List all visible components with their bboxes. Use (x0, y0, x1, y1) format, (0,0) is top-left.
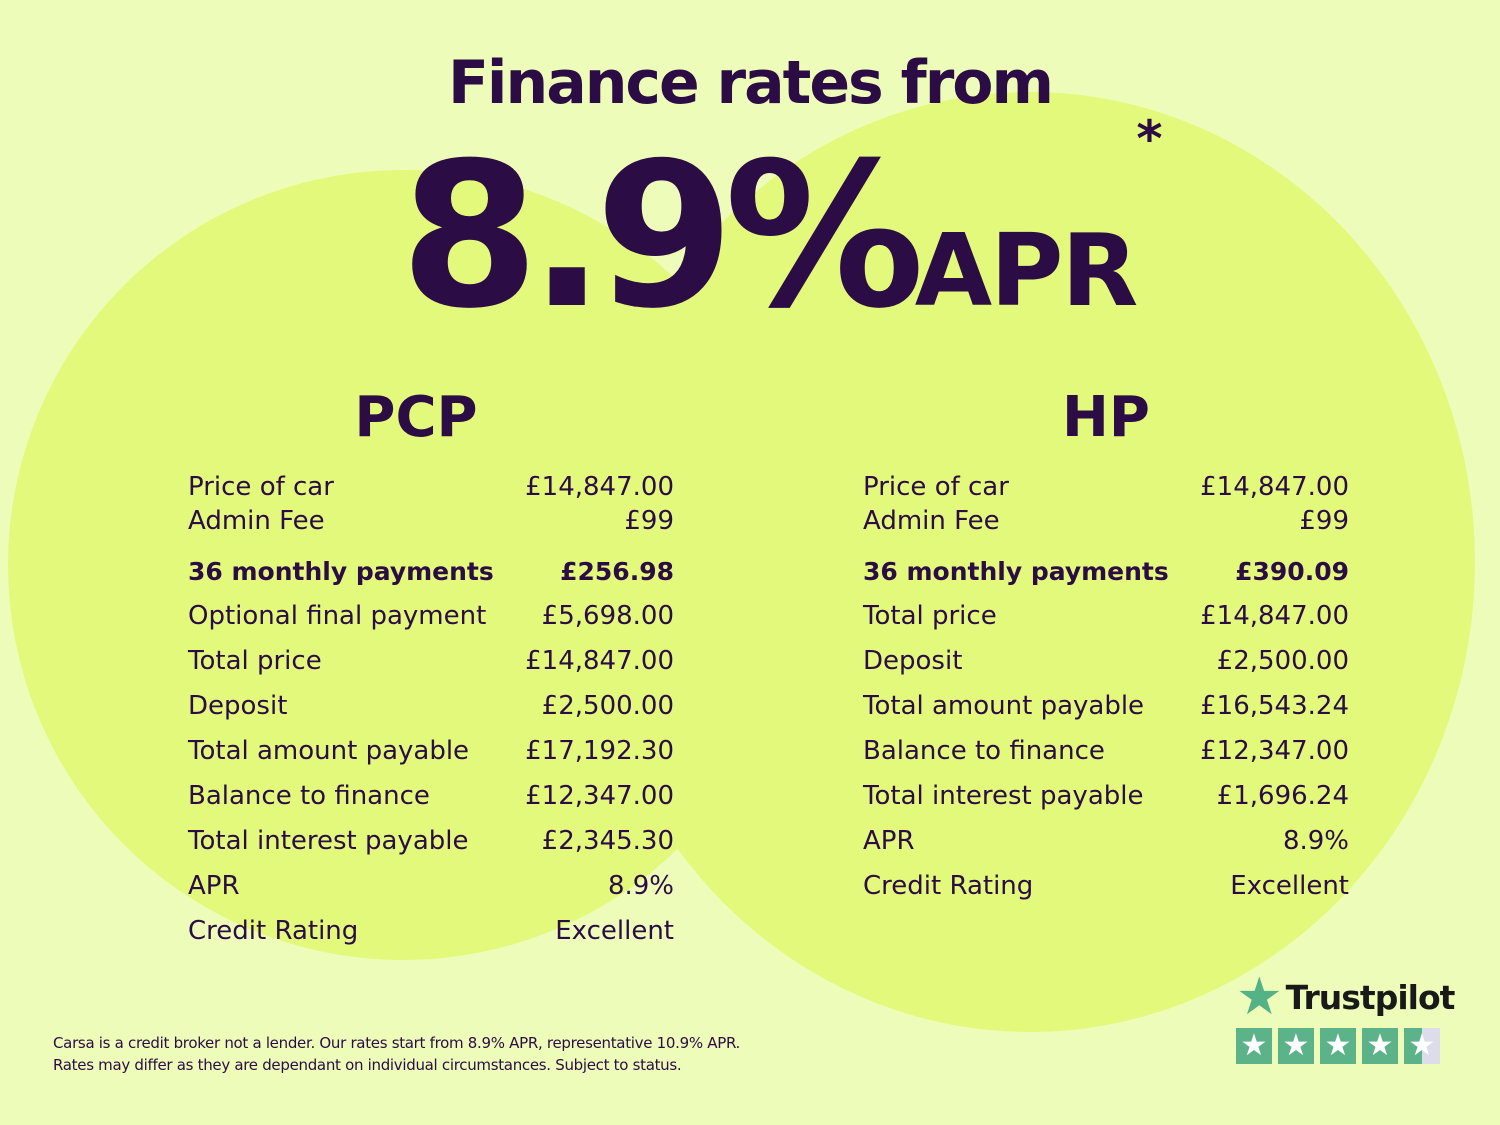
row-label: Total interest payable (863, 781, 1144, 811)
table-row: Price of car £14,847.00 (863, 470, 1349, 504)
headline: Finance rates from (447, 48, 1054, 118)
hp-rows: Price of car £14,847.00 Admin Fee £99 36 mon… (863, 470, 1349, 909)
row-label: Total interest payable (188, 826, 469, 856)
row-label: Deposit (188, 691, 288, 721)
row-label: Deposit (863, 646, 963, 676)
rate-suffix: APR (914, 212, 1139, 329)
row-value: £14,847.00 (1200, 472, 1349, 502)
pcp-rows: Price of car £14,847.00 Admin Fee £99 36 mon… (188, 470, 674, 954)
table-row: Credit Rating Excellent (863, 864, 1349, 909)
table-row: Deposit £2,500.00 (188, 684, 674, 729)
row-label: 36 monthly payments (863, 557, 1169, 586)
row-label: Total amount payable (188, 736, 470, 766)
pcp-heading: PCP (354, 385, 478, 450)
disclaimer-line: Rates may differ as they are dependant o… (53, 1056, 682, 1074)
row-value: £99 (624, 506, 674, 536)
table-row: Optional final payment £5,698.00 (188, 594, 674, 639)
trustpilot-star-icon: ★ (1236, 967, 1283, 1027)
table-row: Total amount payable £16,543.24 (863, 684, 1349, 729)
rating-star-icon: ★ (1362, 1028, 1398, 1064)
rating-star-icon: ★ (1320, 1028, 1356, 1064)
table-row: 36 monthly payments £256.98 (188, 549, 674, 594)
row-value: Excellent (555, 916, 674, 946)
table-row: APR 8.9% (863, 819, 1349, 864)
row-label: APR (188, 871, 240, 901)
row-label: Price of car (188, 472, 334, 502)
table-row: Price of car £14,847.00 (188, 470, 674, 504)
row-value: £256.98 (560, 557, 674, 586)
row-label: Balance to finance (188, 781, 430, 811)
table-row: Admin Fee £99 (863, 504, 1349, 538)
table-row: APR 8.9% (188, 864, 674, 909)
rating-star-icon: ★ (1278, 1028, 1314, 1064)
pcp-table: PCP Price of car £14,847.00 Admin Fee £99 36… (188, 385, 674, 954)
row-value: 8.9% (1282, 826, 1349, 856)
trustpilot-name: Trustpilot (1285, 977, 1456, 1017)
disclaimer-line: Carsa is a credit broker not a lender. O… (53, 1034, 740, 1052)
rating-star-icon: ★ (1404, 1028, 1440, 1064)
row-label: 36 monthly payments (188, 557, 494, 586)
row-label: Optional final payment (188, 601, 487, 631)
table-row: Credit Rating Excellent (188, 909, 674, 954)
row-value: £2,500.00 (1216, 646, 1349, 676)
row-label: Credit Rating (188, 916, 359, 946)
row-label: Balance to finance (863, 736, 1105, 766)
row-value: £14,847.00 (525, 646, 674, 676)
row-value: Excellent (1230, 871, 1349, 901)
table-row: Total price £14,847.00 (188, 639, 674, 684)
row-label: Total price (188, 646, 322, 676)
row-value: £14,847.00 (1200, 601, 1349, 631)
trustpilot-badge[interactable]: ★ Trustpilot ★ ★ ★ ★ ★ (1236, 967, 1456, 1064)
rate-value: 8.9% (400, 120, 925, 353)
row-value: £1,696.24 (1216, 781, 1349, 811)
table-row: Total interest payable £1,696.24 (863, 774, 1349, 819)
table-row: Deposit £2,500.00 (863, 639, 1349, 684)
row-label: Admin Fee (188, 506, 325, 536)
row-value: £12,347.00 (525, 781, 674, 811)
row-label: APR (863, 826, 915, 856)
table-row: Total interest payable £2,345.30 (188, 819, 674, 864)
disclaimer: Carsa is a credit broker not a lender. O… (53, 1032, 740, 1076)
row-label: Admin Fee (863, 506, 1000, 536)
rating-star-icon: ★ (1236, 1028, 1272, 1064)
table-row: Admin Fee £99 (188, 504, 674, 538)
hp-heading: HP (1062, 385, 1150, 450)
row-value: £99 (1299, 506, 1349, 536)
row-value: £16,543.24 (1200, 691, 1349, 721)
row-label: Total price (863, 601, 997, 631)
table-row: 36 monthly payments £390.09 (863, 549, 1349, 594)
trustpilot-rating: ★ ★ ★ ★ ★ (1236, 1028, 1454, 1064)
row-value: 8.9% (607, 871, 674, 901)
row-value: £14,847.00 (525, 472, 674, 502)
row-label: Total amount payable (863, 691, 1145, 721)
table-row: Total price £14,847.00 (863, 594, 1349, 639)
table-row: Balance to finance £12,347.00 (863, 729, 1349, 774)
row-value: £2,500.00 (541, 691, 674, 721)
table-row: Balance to finance £12,347.00 (188, 774, 674, 819)
row-value: £390.09 (1235, 557, 1349, 586)
row-value: £2,345.30 (541, 826, 674, 856)
hp-table: HP Price of car £14,847.00 Admin Fee £99 36 … (863, 385, 1349, 909)
table-row: Total amount payable £17,192.30 (188, 729, 674, 774)
row-value: £17,192.30 (525, 736, 674, 766)
row-value: £5,698.00 (541, 601, 674, 631)
row-label: Credit Rating (863, 871, 1034, 901)
rate-display: 8.9%APR * (400, 110, 1163, 353)
row-label: Price of car (863, 472, 1009, 502)
row-value: £12,347.00 (1200, 736, 1349, 766)
decorative-circle-right (585, 92, 1475, 1032)
asterisk: * (1136, 110, 1163, 168)
